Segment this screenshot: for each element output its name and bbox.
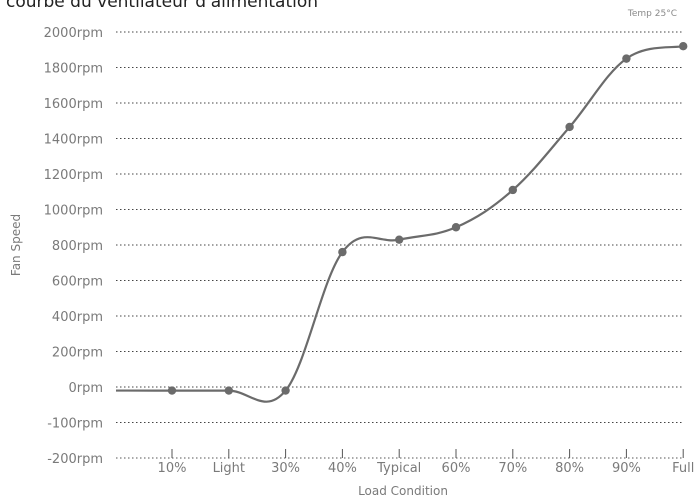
data-point [508,185,517,195]
x-tick-label: 70% [498,461,527,476]
data-point [167,386,177,395]
x-tick-label: Full [672,461,694,476]
x-tick-label: 30% [271,461,300,476]
data-point [281,386,290,395]
y-tick-label: 1200rpm [44,168,103,183]
x-tick-label: 40% [328,461,357,476]
data-point [395,235,404,244]
data-point [338,247,347,257]
y-tick-label: -100rpm [47,417,103,432]
y-axis-ticks: 2000rpm 1800rpm 1600rpm 1400rpm 1200rpm 1000r… [44,26,103,467]
x-tick-label: 80% [555,461,584,476]
x-axis-label: Load Condition [358,484,448,498]
y-tick-label: 200rpm [52,346,103,361]
chart-title: courbe du ventilateur d'alimentation [6,0,318,12]
temperature-note: Temp 25°C [627,9,677,19]
data-point [565,122,574,132]
x-tick-label: 90% [612,461,641,476]
y-tick-label: 400rpm [52,310,103,325]
y-tick-label: 1600rpm [44,97,103,112]
data-points [167,42,688,395]
x-tick-label: Typical [376,461,421,476]
x-tick-label: 10% [158,461,187,476]
y-tick-label: -200rpm [47,452,103,467]
y-tick-label: 800rpm [52,239,103,254]
y-tick-label: 0rpm [68,381,103,396]
series-line [115,45,684,403]
x-tick-label: Light [213,461,245,476]
data-point [622,54,631,63]
y-tick-label: 1400rpm [44,133,103,148]
x-axis-ticks: 10% Light 30% 40% Typical 60% 70% 80% 90% Full [116,449,694,476]
y-tick-label: 1000rpm [44,204,103,219]
y-tick-label: 1800rpm [44,62,103,77]
y-tick-label: 600rpm [52,275,103,290]
y-axis-label: Fan Speed [9,214,23,276]
data-point [224,386,233,395]
y-tick-label: 2000rpm [44,26,103,41]
data-point [451,223,461,232]
x-tick-label: 60% [442,461,471,476]
data-point [679,42,688,51]
